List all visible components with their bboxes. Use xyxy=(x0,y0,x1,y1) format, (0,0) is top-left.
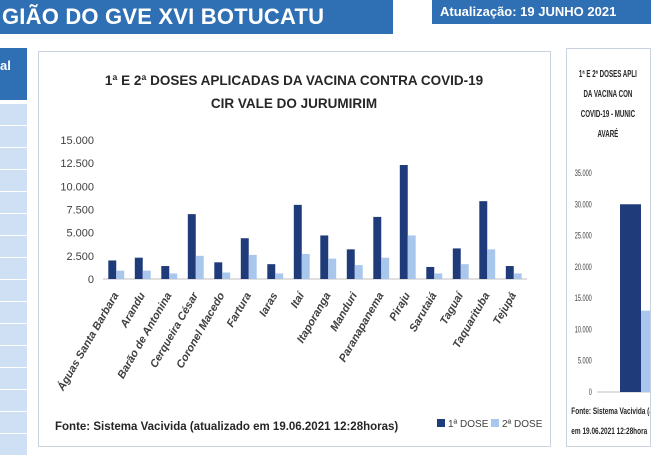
side-y-tick-label: 35.000 xyxy=(575,168,592,179)
left-table-row xyxy=(0,346,27,368)
side-y-tick-label: 25.000 xyxy=(575,230,592,241)
left-table-header-label: al xyxy=(0,58,11,73)
bar-dose2-15 xyxy=(513,273,522,279)
main-chart-card: 1ª E 2ª DOSES APLICADAS DA VACINA CONTRA… xyxy=(38,51,551,447)
left-table-strip: al xyxy=(0,48,27,456)
side-y-tick-label: 20.000 xyxy=(575,261,592,272)
bar-dose1-2 xyxy=(161,266,170,279)
left-table-row xyxy=(0,170,27,192)
side-chart-title-line: AVARÉ xyxy=(598,127,619,139)
title-banner: GIÃO DO GVE XVI BOTUCATU xyxy=(0,0,393,34)
bar-dose2-2 xyxy=(169,273,178,279)
main-chart: 1ª E 2ª DOSES APLICADAS DA VACINA CONTRA… xyxy=(54,73,543,433)
bar-dose2-9 xyxy=(354,265,363,279)
side-y-tick-label: 15.000 xyxy=(575,293,592,304)
bar-dose1-8 xyxy=(320,235,329,279)
bar-dose1-15 xyxy=(505,266,514,279)
left-table-row xyxy=(0,412,27,434)
left-table-row xyxy=(0,368,27,390)
side-chart-source-line: Fonte: Sistema Vacivida (a xyxy=(571,406,650,416)
bar-dose2-3 xyxy=(195,255,204,279)
side-chart-title-line: DA VACINA CON xyxy=(583,87,632,99)
left-table-row xyxy=(0,126,27,148)
x-tick-label: Coronel Macedo xyxy=(174,290,227,370)
bar-dose1-13 xyxy=(452,248,461,279)
bar-dose2-11 xyxy=(407,235,416,279)
y-tick-label: 10.000 xyxy=(60,181,94,193)
side-y-tick-label: 0 xyxy=(589,387,592,398)
side-bar-dose1 xyxy=(620,204,641,392)
y-tick-label: 5.000 xyxy=(66,228,94,240)
bar-dose1-7 xyxy=(293,204,302,279)
left-table-header: al xyxy=(0,48,27,100)
bar-dose1-3 xyxy=(187,214,196,279)
x-tick-label: Tejupá xyxy=(491,291,519,327)
bar-dose1-11 xyxy=(399,165,408,279)
side-y-tick-label: 30.000 xyxy=(575,199,592,210)
side-y-tick-label: 5.000 xyxy=(578,355,592,366)
bar-dose2-14 xyxy=(487,249,496,279)
bar-dose1-12 xyxy=(426,266,435,279)
chart-title-line: CIR VALE DO JURUMIRIM xyxy=(211,96,377,111)
y-tick-label: 7.500 xyxy=(66,205,94,217)
left-table-row xyxy=(0,280,27,302)
x-tick-label: Fartura xyxy=(225,291,254,330)
side-bar-dose2 xyxy=(641,310,650,392)
legend-swatch-dose2 xyxy=(491,419,499,427)
bar-dose1-14 xyxy=(479,201,488,279)
update-banner: Atualização: 19 JUNHO 2021 xyxy=(432,0,651,24)
y-tick-label: 12.500 xyxy=(60,158,94,170)
bar-dose2-6 xyxy=(275,273,284,279)
y-tick-label: 2.500 xyxy=(66,251,94,263)
bar-dose2-13 xyxy=(460,264,469,279)
x-tick-label: Piraju xyxy=(387,290,413,323)
bar-dose2-8 xyxy=(328,258,337,279)
left-table-row xyxy=(0,214,27,236)
chart-title-line: 1ª E 2ª DOSES APLICADAS DA VACINA CONTRA… xyxy=(105,73,483,88)
x-tick-label: Iaras xyxy=(257,291,280,319)
bar-dose1-1 xyxy=(134,257,143,279)
y-tick-label: 15.000 xyxy=(60,135,94,147)
bar-dose2-12 xyxy=(434,273,443,279)
left-table-row xyxy=(0,104,27,126)
chart-source: Fonte: Sistema Vacivida (atualizado em 1… xyxy=(55,421,398,433)
left-table-row xyxy=(0,390,27,412)
left-table-row xyxy=(0,236,27,258)
page-title: GIÃO DO GVE XVI BOTUCATU xyxy=(2,4,325,29)
left-table-row xyxy=(0,434,27,456)
legend-label-dose1: 1ª DOSE xyxy=(448,419,489,430)
bar-dose1-10 xyxy=(373,216,382,279)
x-tick-label: Taguaí xyxy=(438,289,467,327)
bar-dose2-1 xyxy=(142,270,151,279)
side-y-tick-label: 10.000 xyxy=(575,324,592,335)
x-tick-label: Águas Santa Barbara xyxy=(54,290,121,394)
bar-dose1-5 xyxy=(240,238,249,279)
x-tick-label: Itaí xyxy=(289,289,308,310)
bar-dose2-7 xyxy=(301,253,310,279)
bar-dose1-0 xyxy=(108,260,117,279)
y-tick-label: 0 xyxy=(88,274,94,286)
left-table-row xyxy=(0,302,27,324)
side-chart-source-line: em 19.06.2021 12:28hora xyxy=(571,426,647,436)
legend-swatch-dose1 xyxy=(437,419,445,427)
bar-dose2-4 xyxy=(222,272,231,279)
left-table-row xyxy=(0,192,27,214)
side-chart-title-line: COVID-19 - MUNIC xyxy=(581,107,635,119)
bar-dose1-6 xyxy=(267,264,276,279)
side-chart-title-line: 1ª E 2ª DOSES APLI xyxy=(579,67,637,79)
bar-dose1-9 xyxy=(346,249,355,279)
legend-label-dose2: 2ª DOSE xyxy=(502,419,543,430)
side-chart-card: 1ª E 2ª DOSES APLI DA VACINA CON COVID-19 … xyxy=(566,48,651,447)
left-table-row xyxy=(0,258,27,280)
bar-dose2-0 xyxy=(116,270,125,279)
left-table-row xyxy=(0,148,27,170)
left-table-row xyxy=(0,324,27,346)
update-date: Atualização: 19 JUNHO 2021 xyxy=(440,4,617,19)
bar-dose1-4 xyxy=(214,262,223,279)
side-chart: 1ª E 2ª DOSES APLI DA VACINA CON COVID-19 … xyxy=(571,67,650,436)
bar-dose2-5 xyxy=(248,254,257,279)
bar-dose2-10 xyxy=(381,257,390,279)
